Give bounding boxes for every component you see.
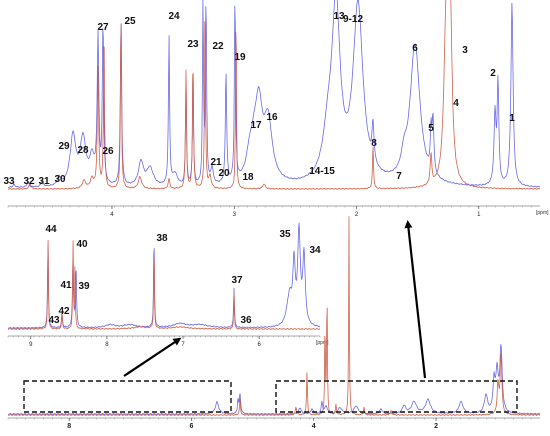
middle-x-axis-tick-label: 6 [257, 342, 261, 348]
peak-label-24: 24 [168, 11, 180, 22]
peak-label-1: 1 [509, 113, 515, 124]
peak-label-29: 29 [58, 141, 70, 152]
peak-label-8: 8 [371, 138, 377, 149]
peak-label-25: 25 [124, 16, 136, 27]
peak-label-14-15: 14-15 [309, 166, 335, 177]
middle-x-axis-unit-label: [ppm] [316, 340, 329, 346]
middle-x-axis-tick-label: 9 [29, 342, 33, 348]
peak-label-4: 4 [453, 98, 459, 109]
top-x-axis-tick-label: 4 [110, 212, 114, 218]
bottom-blue-spectrum [7, 344, 541, 415]
peak-label-39: 39 [78, 281, 90, 292]
arrow-to-top-panel [404, 220, 427, 379]
peak-label-5: 5 [428, 123, 434, 134]
peak-label-21: 21 [210, 157, 222, 168]
peak-label-9-12: 9-12 [343, 14, 363, 25]
peak-label-44: 44 [45, 224, 57, 235]
peak-label-28: 28 [77, 145, 89, 156]
top-spectrum-panel: 4 3 2 1 [ppm]123456789-121314-15161718192021… [3, 0, 549, 218]
bottom-x-axis-tick-label: 4 [312, 423, 316, 430]
peak-label-3: 3 [462, 45, 468, 56]
peak-label-27: 27 [97, 22, 109, 33]
zoom-overlay [23, 220, 518, 413]
peak-label-2: 2 [490, 68, 496, 79]
peak-label-38: 38 [156, 233, 168, 244]
bottom-x-axis-tick-label: 8 [67, 423, 71, 430]
peak-label-22: 22 [212, 41, 224, 52]
top-red-spectrum [7, 0, 541, 190]
peak-label-37: 37 [231, 275, 243, 286]
peak-label-18: 18 [242, 172, 254, 183]
peak-label-43: 43 [48, 315, 60, 326]
arrow-to-middle-panel [123, 337, 182, 377]
top-x-axis-unit-label: [ppm] [536, 210, 549, 216]
peak-label-6: 6 [412, 43, 418, 54]
peak-label-16: 16 [266, 112, 278, 123]
peak-label-33: 33 [3, 176, 15, 187]
peak-label-42: 42 [58, 306, 70, 317]
top-x-axis-tick-label: 3 [233, 212, 237, 218]
peak-label-32: 32 [23, 176, 35, 187]
peak-label-36: 36 [240, 315, 252, 326]
bottom-x-axis-tick-label: 6 [189, 423, 193, 430]
middle-x-axis-tick-label: 7 [181, 342, 185, 348]
zoom-box-aliphatic-region [275, 380, 518, 413]
peak-label-41: 41 [60, 280, 72, 291]
middle-red-spectrum [7, 239, 321, 330]
top-blue-spectrum [7, 0, 541, 189]
middle-x-axis-tick-label: 8 [105, 342, 109, 348]
top-x-axis-tick-label: 2 [355, 212, 359, 218]
peak-label-26: 26 [102, 146, 114, 157]
peak-label-40: 40 [76, 239, 88, 250]
peak-label-19: 19 [234, 52, 246, 63]
peak-label-17: 17 [250, 120, 262, 131]
bottom-red-spectrum [7, 216, 541, 416]
peak-label-34: 34 [309, 245, 321, 256]
peak-label-13: 13 [333, 11, 345, 22]
peak-label-7: 7 [396, 171, 402, 182]
bottom-x-axis-tick-label: 2 [434, 423, 438, 430]
peak-label-35: 35 [279, 229, 291, 240]
peak-label-20: 20 [218, 168, 230, 179]
middle-blue-spectrum [7, 222, 321, 329]
peak-label-31: 31 [38, 176, 50, 187]
peak-label-30: 30 [54, 174, 66, 185]
zoom-box-aromatic-region [23, 380, 232, 413]
top-x-axis-tick-label: 1 [477, 212, 481, 218]
peak-label-23: 23 [187, 39, 199, 50]
